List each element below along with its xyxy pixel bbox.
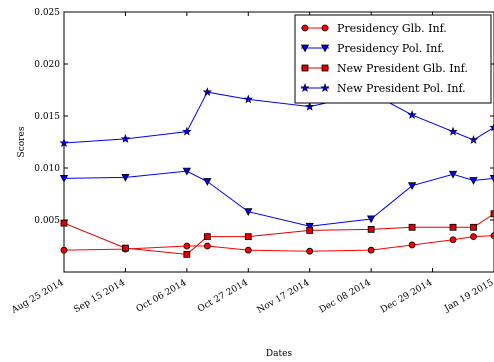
series-2-point (203, 178, 212, 186)
series-3-point (183, 250, 191, 258)
series-3-point (244, 233, 252, 241)
x-tick-label: Oct 27 2014 (196, 278, 250, 315)
x-tick-label: Nov 17 2014 (256, 278, 312, 316)
series-3-point (60, 219, 68, 227)
legend-entry-label: Presidency Pol. Inf. (337, 42, 445, 55)
series-3-point (203, 233, 211, 241)
x-tick-label: Dec 08 2014 (318, 278, 373, 316)
legend-marker (301, 64, 309, 72)
legend-marker (301, 24, 309, 32)
y-tick-label: 0.015 (34, 112, 60, 122)
series-1-point (408, 241, 416, 249)
series-4-point (243, 94, 253, 104)
series-4-point (120, 134, 131, 143)
series-2-point (59, 174, 69, 183)
series-1-point (183, 242, 191, 250)
series-4-point (489, 122, 494, 132)
series-line-2 (64, 170, 494, 227)
series-1-point (470, 233, 477, 241)
series-1-point (203, 242, 211, 250)
x-tick-label: Aug 25 2014 (9, 278, 65, 316)
series-3-point (470, 223, 477, 231)
y-tick-label: 0.010 (34, 164, 60, 174)
y-tick-label: 0.005 (34, 216, 60, 226)
y-tick-label: 0.020 (34, 60, 60, 70)
legend-marker (320, 83, 330, 92)
series-2-point (121, 173, 130, 182)
legend-marker (321, 64, 329, 72)
x-tick-label: Oct 06 2014 (135, 278, 189, 315)
series-1-point (306, 247, 314, 255)
series-3-point (490, 210, 494, 218)
legend-entry-label: New President Pol. Inf. (337, 82, 466, 95)
x-tick-label: Sep 15 2014 (72, 278, 127, 315)
series-4-point (202, 87, 212, 97)
series-1-point (490, 232, 494, 239)
series-4-point (305, 101, 315, 111)
series-2-point (469, 177, 478, 185)
legend-entry-label: New President Glb. Inf. (337, 62, 468, 75)
y-tick-label: 0.025 (34, 8, 60, 18)
series-4-point (468, 135, 479, 144)
series-1-point (449, 236, 457, 244)
series-1-point (244, 246, 252, 254)
series-2-point (244, 208, 253, 217)
series-4-point (448, 126, 458, 136)
series-4-point (182, 126, 192, 136)
series-4-point (59, 138, 69, 147)
y-axis-label: Scores (17, 126, 27, 157)
x-tick-label: Dec 29 2014 (379, 278, 434, 316)
series-1-point (60, 246, 68, 254)
series-2-point (407, 182, 417, 191)
series-2-point (305, 222, 314, 231)
legend-marker (300, 83, 310, 92)
x-axis-label: Dates (266, 349, 293, 359)
legend-marker (300, 44, 310, 53)
series-3-point (306, 226, 314, 234)
series-2-point (448, 170, 458, 179)
legend-marker (320, 44, 330, 53)
legend-marker (321, 24, 329, 32)
series-2-point (366, 215, 376, 224)
series-3-point (408, 223, 416, 231)
series-3-point (367, 225, 375, 233)
legend-entry-label: Presidency Glb. Inf. (337, 22, 447, 35)
x-tick-label: Jan 19 2015 (442, 278, 494, 315)
series-3-point (122, 244, 129, 252)
series-2-point (489, 174, 494, 183)
series-3-point (449, 223, 457, 231)
legend: Presidency Glb. Inf. Presidency Pol. Inf.… (294, 14, 492, 104)
series-2-point (182, 167, 192, 176)
series-4-point (407, 110, 417, 119)
series-1-point (367, 246, 375, 254)
